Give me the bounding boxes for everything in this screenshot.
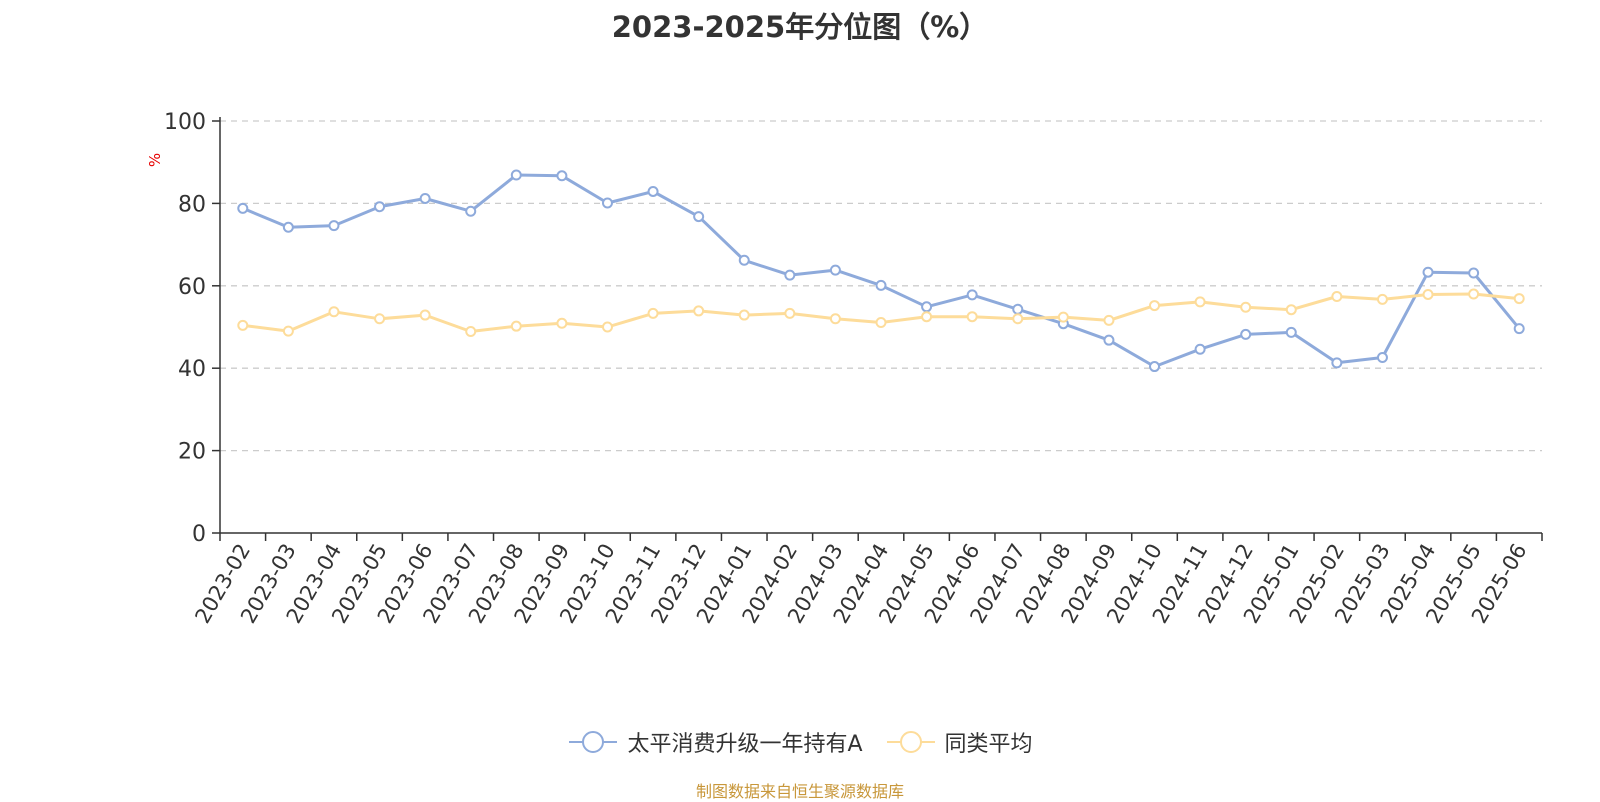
data-point-1 — [465, 326, 477, 338]
data-point-1 — [921, 311, 933, 323]
data-point-0 — [1149, 361, 1161, 373]
data-point-1 — [1285, 304, 1297, 316]
y-tick-label: 40 — [178, 357, 206, 382]
y-tick-label: 20 — [178, 440, 206, 465]
data-point-1 — [875, 316, 887, 328]
legend-marker-peer-average-icon — [886, 731, 935, 753]
data-point-0 — [282, 221, 294, 233]
data-point-0 — [1468, 267, 1480, 279]
data-point-1 — [738, 309, 750, 321]
data-point-1 — [282, 325, 294, 337]
data-point-1 — [1149, 300, 1161, 312]
data-point-0 — [328, 220, 340, 232]
data-point-0 — [237, 202, 249, 214]
data-point-1 — [510, 320, 522, 332]
series-group — [237, 169, 1525, 373]
data-point-1 — [1057, 311, 1069, 323]
data-point-1 — [419, 309, 431, 321]
data-point-0 — [829, 264, 841, 276]
data-point-0 — [1422, 266, 1434, 278]
data-point-0 — [419, 192, 431, 204]
data-point-1 — [647, 307, 659, 319]
data-point-1 — [328, 306, 340, 318]
data-point-0 — [1240, 328, 1252, 340]
data-point-1 — [784, 307, 796, 319]
data-point-1 — [1240, 301, 1252, 313]
data-point-0 — [1513, 323, 1525, 335]
data-point-0 — [556, 170, 568, 182]
data-point-1 — [1103, 314, 1115, 326]
data-point-0 — [647, 185, 659, 197]
y-tick-label: 80 — [178, 192, 206, 217]
data-point-1 — [1012, 313, 1024, 325]
data-point-0 — [510, 169, 522, 181]
data-point-0 — [921, 301, 933, 313]
data-point-1 — [1468, 288, 1480, 300]
legend-item-peer-average[interactable]: 同类平均 — [885, 726, 1033, 758]
data-point-1 — [1194, 296, 1206, 308]
legend-label-peer-average: 同类平均 — [944, 732, 1033, 757]
data-point-1 — [966, 311, 978, 323]
data-point-1 — [1331, 291, 1343, 303]
data-point-0 — [1103, 334, 1115, 346]
data-point-1 — [1422, 288, 1434, 300]
data-point-0 — [693, 211, 705, 223]
data-point-0 — [1194, 343, 1206, 355]
source-note: 制图数据来自恒生聚源数据库 — [695, 782, 904, 801]
data-point-0 — [465, 205, 477, 217]
data-point-1 — [374, 313, 386, 325]
data-point-1 — [1376, 293, 1388, 305]
data-point-0 — [374, 201, 386, 213]
data-point-1 — [601, 321, 613, 333]
data-point-0 — [1012, 303, 1024, 315]
legend-item-fund[interactable]: 太平消费升级一年持有A — [567, 726, 863, 758]
y-axis-unit-label: % — [146, 153, 164, 167]
y-tick-label: 60 — [178, 275, 206, 300]
y-tick-label: 0 — [192, 522, 206, 547]
data-point-0 — [601, 197, 613, 209]
data-point-0 — [1331, 357, 1343, 369]
data-point-0 — [875, 279, 887, 291]
data-point-0 — [1285, 326, 1297, 338]
data-point-1 — [1513, 293, 1525, 305]
data-point-0 — [1376, 351, 1388, 363]
data-point-1 — [556, 317, 568, 329]
legend: 太平消费升级一年持有A 同类平均 — [0, 722, 1600, 762]
data-point-1 — [829, 313, 841, 325]
legend-label-fund: 太平消费升级一年持有A — [627, 732, 863, 757]
data-point-0 — [966, 289, 978, 301]
data-point-1 — [693, 305, 705, 317]
data-point-1 — [237, 319, 249, 331]
y-tick-label: 100 — [164, 110, 206, 135]
data-point-0 — [738, 254, 750, 266]
chart-title: 2023-2025年分位图（%） — [611, 10, 989, 44]
data-point-0 — [784, 269, 796, 281]
legend-marker-fund-icon — [569, 731, 618, 753]
